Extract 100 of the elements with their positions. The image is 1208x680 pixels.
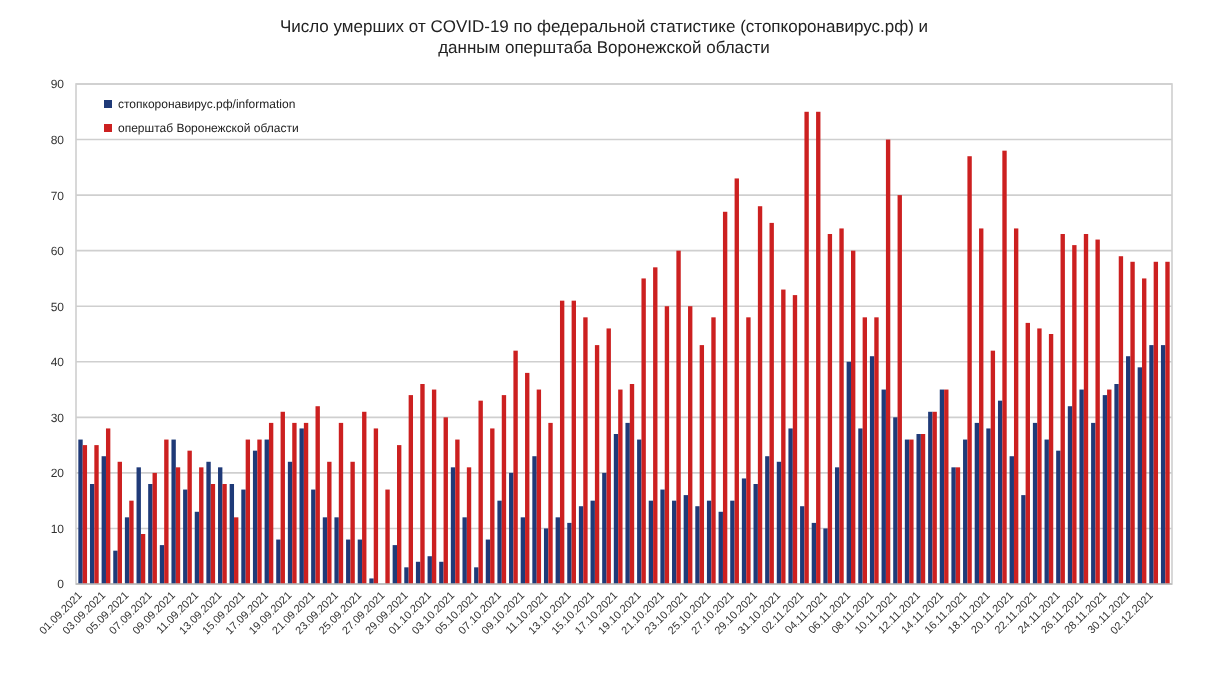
bar bbox=[89, 484, 95, 584]
bar bbox=[1013, 228, 1019, 584]
bar bbox=[338, 422, 344, 584]
bar bbox=[741, 478, 747, 584]
bar bbox=[944, 389, 949, 584]
bar bbox=[252, 450, 258, 584]
bar bbox=[525, 372, 530, 584]
bar bbox=[606, 328, 611, 584]
bar bbox=[567, 522, 572, 584]
bar bbox=[105, 428, 111, 584]
bar bbox=[450, 467, 456, 584]
bar bbox=[1025, 322, 1030, 584]
bar bbox=[909, 439, 914, 584]
bar bbox=[746, 317, 751, 584]
bar bbox=[559, 300, 565, 584]
bar bbox=[881, 389, 886, 584]
bar bbox=[706, 500, 712, 584]
bar bbox=[1165, 261, 1170, 584]
bar bbox=[245, 439, 251, 584]
bar bbox=[997, 400, 1003, 584]
bar bbox=[1032, 422, 1038, 584]
bar bbox=[497, 500, 502, 584]
bar bbox=[695, 506, 700, 584]
bar bbox=[222, 484, 227, 584]
bar bbox=[753, 484, 758, 584]
bar bbox=[904, 439, 910, 584]
bar bbox=[199, 467, 204, 584]
bar bbox=[311, 489, 316, 584]
bar bbox=[955, 467, 961, 584]
bar bbox=[1002, 150, 1007, 584]
bar bbox=[362, 411, 367, 584]
bar bbox=[897, 195, 902, 584]
bar bbox=[1072, 245, 1077, 584]
bar bbox=[602, 472, 607, 584]
bar bbox=[113, 550, 118, 584]
bar bbox=[653, 267, 658, 584]
bar bbox=[730, 500, 735, 584]
bar bbox=[1149, 345, 1154, 584]
bar bbox=[1137, 367, 1143, 584]
bar bbox=[315, 406, 320, 584]
bar bbox=[800, 506, 805, 584]
bar bbox=[804, 111, 809, 584]
bar bbox=[82, 445, 88, 584]
bar bbox=[769, 222, 774, 584]
bar bbox=[1126, 356, 1131, 584]
bar bbox=[1067, 406, 1073, 584]
bar bbox=[858, 428, 863, 584]
bar bbox=[536, 389, 542, 584]
bar bbox=[834, 467, 840, 584]
bar bbox=[722, 211, 728, 584]
bar bbox=[1130, 261, 1135, 584]
bar bbox=[578, 506, 584, 584]
bar bbox=[369, 578, 374, 584]
bar bbox=[117, 461, 122, 584]
bar bbox=[94, 445, 99, 584]
bar bbox=[688, 306, 693, 584]
bar bbox=[466, 467, 472, 584]
bar bbox=[443, 417, 448, 584]
bar bbox=[322, 517, 328, 584]
bar bbox=[152, 472, 157, 584]
bar bbox=[1095, 239, 1100, 584]
bar bbox=[1079, 389, 1084, 584]
bar bbox=[839, 228, 844, 584]
bar bbox=[869, 356, 875, 584]
bar bbox=[1048, 334, 1054, 584]
bar bbox=[776, 461, 782, 584]
bar bbox=[816, 111, 821, 584]
bar bbox=[101, 456, 106, 584]
bar bbox=[501, 395, 507, 584]
bar bbox=[885, 139, 891, 584]
bar bbox=[625, 422, 630, 584]
bar bbox=[641, 278, 646, 584]
bar bbox=[1118, 256, 1124, 584]
bar bbox=[893, 417, 898, 584]
bar bbox=[1037, 328, 1042, 584]
bar bbox=[490, 428, 495, 584]
bar bbox=[404, 567, 409, 584]
bar bbox=[967, 156, 972, 584]
bar bbox=[939, 389, 945, 584]
bar bbox=[963, 439, 968, 584]
bar bbox=[194, 511, 200, 584]
bar bbox=[990, 350, 996, 584]
bar bbox=[781, 289, 786, 584]
bar bbox=[280, 411, 285, 584]
bar bbox=[334, 517, 339, 584]
bar bbox=[583, 317, 588, 584]
bar bbox=[823, 528, 828, 584]
bar bbox=[532, 456, 537, 584]
bar bbox=[851, 250, 856, 584]
bar bbox=[811, 522, 817, 584]
bar bbox=[431, 389, 437, 584]
bar bbox=[757, 206, 763, 584]
bar bbox=[257, 439, 262, 584]
bar bbox=[264, 439, 269, 584]
bar bbox=[1102, 395, 1108, 584]
bar bbox=[140, 534, 146, 584]
bar bbox=[183, 489, 188, 584]
bar bbox=[979, 228, 984, 584]
bar bbox=[788, 428, 793, 584]
bar bbox=[683, 495, 689, 584]
